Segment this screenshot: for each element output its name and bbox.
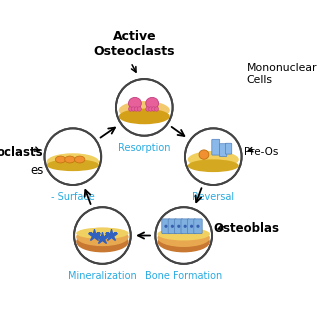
Ellipse shape (76, 231, 129, 252)
Ellipse shape (129, 97, 141, 109)
FancyBboxPatch shape (212, 139, 220, 155)
Ellipse shape (171, 225, 174, 228)
Ellipse shape (152, 107, 156, 111)
Ellipse shape (76, 228, 129, 246)
Ellipse shape (188, 159, 239, 172)
Text: Active
Osteoclasts: Active Osteoclasts (94, 30, 175, 58)
FancyBboxPatch shape (181, 219, 189, 234)
Text: Reversal: Reversal (192, 192, 234, 202)
Text: es: es (30, 164, 43, 177)
Ellipse shape (157, 228, 210, 247)
Text: Mineralization: Mineralization (68, 271, 137, 281)
Ellipse shape (146, 107, 150, 111)
Text: - Surface: - Surface (51, 192, 95, 202)
Ellipse shape (132, 107, 135, 111)
Ellipse shape (188, 151, 239, 168)
Ellipse shape (134, 107, 138, 111)
FancyBboxPatch shape (194, 219, 202, 234)
Text: Bone Formation: Bone Formation (145, 271, 222, 281)
Ellipse shape (76, 228, 129, 239)
Ellipse shape (196, 225, 200, 228)
Ellipse shape (119, 109, 170, 124)
Ellipse shape (184, 225, 187, 228)
Ellipse shape (149, 107, 153, 111)
FancyBboxPatch shape (225, 143, 232, 154)
Ellipse shape (47, 159, 99, 171)
Ellipse shape (157, 231, 210, 252)
Circle shape (74, 207, 131, 264)
Ellipse shape (177, 225, 180, 228)
Circle shape (44, 128, 101, 185)
Ellipse shape (75, 156, 85, 163)
Ellipse shape (199, 150, 209, 159)
Ellipse shape (155, 107, 159, 111)
Text: Osteoblas: Osteoblas (213, 222, 279, 235)
Ellipse shape (55, 156, 66, 163)
Circle shape (156, 207, 212, 264)
Ellipse shape (146, 97, 159, 109)
FancyBboxPatch shape (175, 219, 183, 234)
Text: Mononuclear
Cells: Mononuclear Cells (246, 63, 317, 84)
Ellipse shape (137, 107, 141, 111)
Text: Resorption: Resorption (118, 143, 171, 153)
Ellipse shape (164, 225, 168, 228)
Ellipse shape (157, 228, 210, 240)
Ellipse shape (47, 153, 99, 170)
FancyBboxPatch shape (188, 219, 196, 234)
Ellipse shape (190, 225, 193, 228)
Ellipse shape (65, 156, 75, 163)
Text: oclasts: oclasts (0, 146, 43, 159)
FancyBboxPatch shape (162, 219, 170, 234)
Text: Pre-Os: Pre-Os (244, 147, 278, 157)
Circle shape (116, 79, 172, 136)
FancyBboxPatch shape (168, 219, 177, 234)
Circle shape (185, 128, 242, 185)
FancyBboxPatch shape (220, 144, 227, 156)
Ellipse shape (129, 107, 132, 111)
Ellipse shape (119, 101, 170, 119)
